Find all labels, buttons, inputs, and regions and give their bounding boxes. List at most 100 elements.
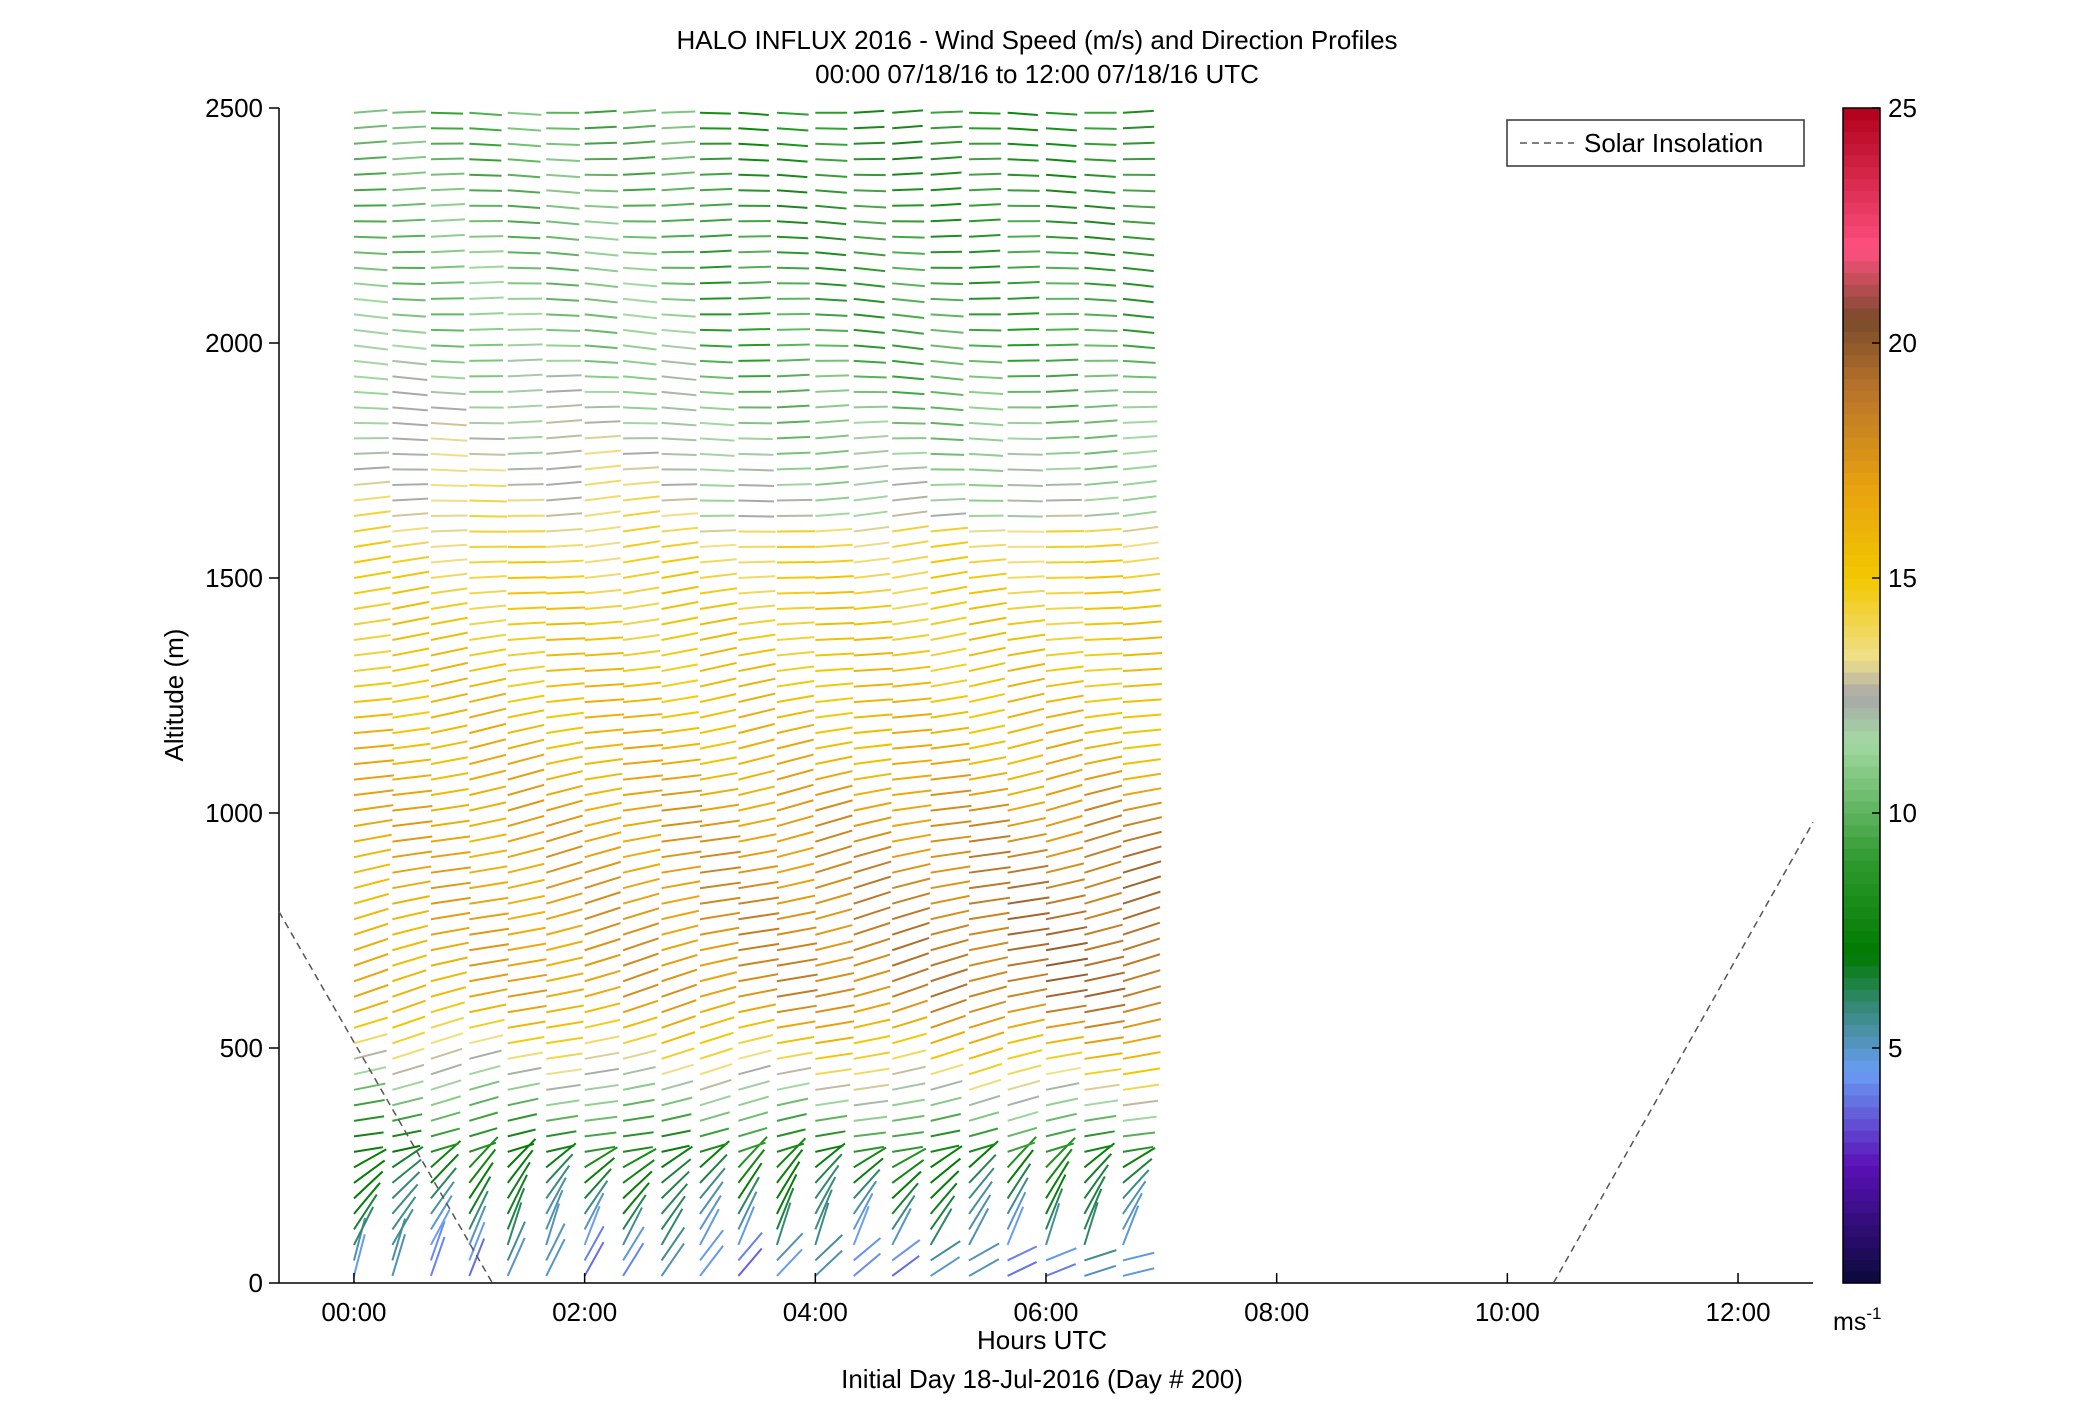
wind-vector <box>968 926 1010 936</box>
wind-vector <box>392 497 429 502</box>
wind-vector <box>892 235 925 239</box>
wind-vector <box>699 1195 722 1230</box>
wind-vector <box>1084 1020 1125 1029</box>
wind-vector <box>546 559 584 564</box>
wind-vector <box>738 942 780 952</box>
wind-vector <box>469 327 504 331</box>
wind-vector <box>353 266 388 272</box>
wind-vector <box>1007 958 1049 967</box>
wind-vector <box>1007 142 1039 147</box>
wind-vector <box>546 449 582 455</box>
wind-vector <box>584 235 619 241</box>
wind-vector <box>892 109 924 114</box>
wind-vector <box>507 1128 536 1138</box>
wind-vector <box>584 683 625 688</box>
wind-vector <box>1045 1020 1086 1029</box>
wind-vector <box>815 235 847 241</box>
wind-vector <box>1122 109 1154 114</box>
wind-vector <box>1122 683 1162 688</box>
wind-vector <box>469 785 507 797</box>
wind-vector <box>1007 343 1040 347</box>
wind-vector <box>968 1242 1000 1262</box>
wind-vector <box>507 650 546 657</box>
wind-vector <box>699 1127 730 1138</box>
wind-vector <box>353 863 391 874</box>
wind-vector <box>661 631 699 642</box>
wind-vector <box>699 187 733 192</box>
wind-vector <box>622 1016 658 1029</box>
wind-vector <box>353 848 392 859</box>
wind-vector <box>699 543 737 548</box>
wind-vector <box>392 218 426 223</box>
wind-vector <box>546 419 583 424</box>
wind-vector <box>1045 621 1084 626</box>
wind-vector <box>1045 894 1086 905</box>
wind-vector <box>699 437 735 442</box>
wind-vector <box>776 1097 809 1107</box>
wind-vector <box>776 1232 804 1262</box>
colorbar-segment <box>1843 343 1880 356</box>
wind-vector <box>969 218 1001 223</box>
wind-vector <box>622 313 658 320</box>
colorbar-segment <box>1843 766 1880 779</box>
wind-vector <box>1084 374 1119 378</box>
wind-vector <box>930 804 972 812</box>
wind-vector <box>815 1036 854 1045</box>
wind-vector <box>661 155 695 161</box>
wind-vector <box>1084 955 1125 967</box>
wind-vector <box>968 850 1011 859</box>
wind-vector <box>815 173 848 178</box>
colorbar-tick-label: 10 <box>1888 798 1917 828</box>
wind-vector <box>853 297 885 304</box>
wind-vector <box>1045 783 1083 797</box>
wind-vector <box>853 937 891 952</box>
wind-vector <box>469 189 502 192</box>
wind-vector <box>1122 541 1159 548</box>
colorbar-segment <box>1843 119 1880 133</box>
wind-vector <box>892 344 924 351</box>
wind-vector <box>1083 1176 1106 1215</box>
wind-vector <box>699 1031 734 1045</box>
wind-vector <box>892 818 932 828</box>
wind-vector <box>546 1083 581 1091</box>
wind-vector <box>1084 282 1117 287</box>
wind-vector <box>699 529 737 533</box>
wind-vector <box>699 1047 733 1060</box>
wind-vector <box>353 1115 385 1122</box>
colorbar-segment <box>1843 1165 1880 1178</box>
wind-vector <box>392 774 432 781</box>
wind-vector <box>430 406 467 411</box>
colorbar-segment <box>1843 930 1880 943</box>
wind-vector <box>738 1034 774 1045</box>
wind-vector <box>853 651 894 657</box>
wind-vector <box>891 1207 912 1246</box>
wind-vector <box>623 251 657 255</box>
wind-vector <box>622 1049 657 1060</box>
wind-vector <box>623 451 659 455</box>
wind-vector <box>814 1153 843 1184</box>
wind-vector <box>853 1083 890 1091</box>
wind-vector <box>1006 1206 1025 1246</box>
wind-vector <box>622 359 657 366</box>
wind-vector <box>776 862 815 874</box>
wind-vector <box>1084 621 1123 626</box>
wind-vector <box>930 695 968 704</box>
wind-vector <box>661 421 697 427</box>
wind-vector <box>661 512 699 517</box>
wind-vector <box>1007 1003 1047 1014</box>
wind-vector <box>469 865 508 874</box>
wind-vector <box>699 587 738 595</box>
wind-vector <box>968 1015 1006 1029</box>
wind-vector <box>1007 723 1044 735</box>
wind-vector <box>392 585 430 595</box>
wind-vector <box>661 570 699 579</box>
wind-vector <box>622 140 656 145</box>
wind-vector <box>584 282 618 288</box>
wind-vector <box>1083 1153 1113 1184</box>
wind-vector <box>392 1080 424 1091</box>
x-tick-label: 12:00 <box>1705 1297 1770 1327</box>
wind-vector <box>546 575 585 579</box>
wind-vector <box>815 266 847 272</box>
wind-vector <box>776 483 812 486</box>
wind-vector <box>891 1032 927 1045</box>
